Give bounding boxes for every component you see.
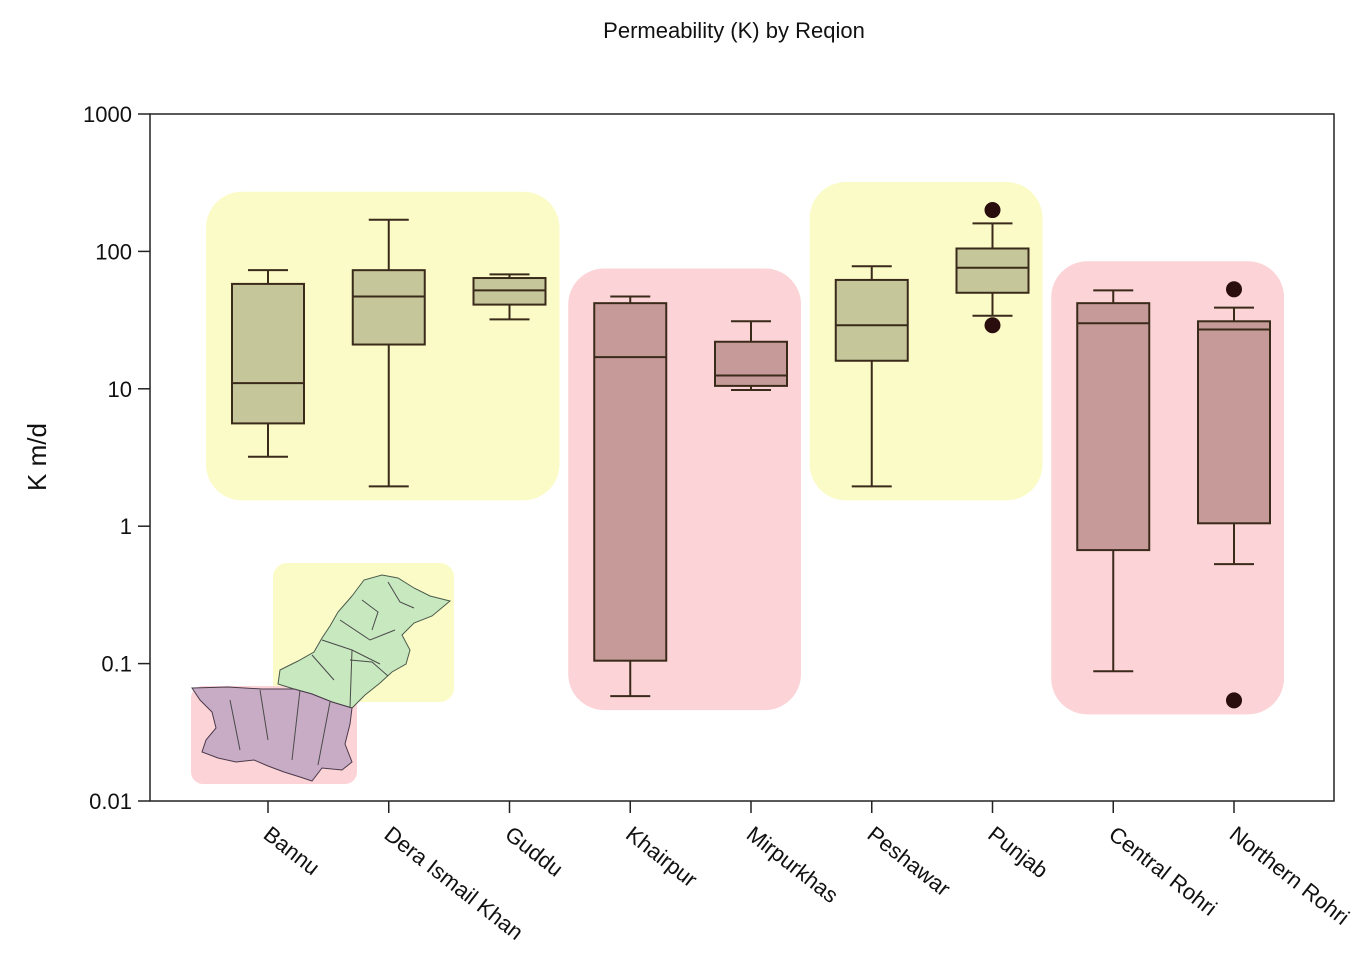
x-tick-label: Guddu xyxy=(500,821,567,881)
y-axis-label: K m/d xyxy=(22,423,52,491)
x-tick-label: Punjab xyxy=(983,821,1052,883)
iqr-box xyxy=(231,282,305,425)
outlier-point xyxy=(984,202,1001,219)
inset-map-district-lines xyxy=(229,581,415,766)
iqr-box xyxy=(351,269,426,346)
iqr-box xyxy=(834,278,909,362)
y-axis: 0.01 0.1 1 10 100 1000 xyxy=(83,102,150,814)
outlier-point xyxy=(1226,692,1242,709)
x-tick-label: Peshawar xyxy=(863,821,955,901)
x-tick-label: Bannu xyxy=(259,821,325,880)
box-peshawar xyxy=(834,265,909,488)
y-tick-label: 1000 xyxy=(83,102,132,127)
outlier-point xyxy=(1226,281,1242,298)
box-central-rohri xyxy=(1076,289,1151,673)
iqr-box xyxy=(1076,302,1151,552)
x-tick-label: Khairpur xyxy=(621,821,702,892)
chart-title: Permeability (K) by Reqion xyxy=(603,18,865,43)
box-northern-rohri xyxy=(1197,281,1271,709)
box-dera-ismail-khan xyxy=(351,218,426,488)
box-bannu xyxy=(231,269,305,458)
y-tick-label: 100 xyxy=(95,239,132,264)
y-tick-label: 0.01 xyxy=(89,789,132,814)
box-khairpur xyxy=(593,295,668,698)
box-plots xyxy=(231,202,1271,709)
y-tick-label: 0.1 xyxy=(101,652,132,677)
y-tick-label: 10 xyxy=(108,377,132,402)
inset-map xyxy=(191,563,454,784)
inset-map-north-region xyxy=(277,574,452,709)
outlier-point xyxy=(984,317,1001,334)
box-punjab xyxy=(955,202,1030,334)
iqr-box xyxy=(714,340,788,387)
box-mirpurkhas xyxy=(714,320,788,392)
x-tick-label: Central Rohri xyxy=(1104,821,1222,920)
iqr-box xyxy=(955,247,1030,294)
plot-frame xyxy=(149,113,1335,802)
iqr-box xyxy=(593,302,668,662)
plot-area-border xyxy=(149,113,1335,802)
box-guddu xyxy=(472,273,547,321)
x-tick-label: Northern Rohri xyxy=(1225,821,1354,930)
y-tick-label: 1 xyxy=(120,514,132,539)
x-tick-label: Mirpurkhas xyxy=(742,821,843,908)
iqr-box xyxy=(1197,320,1271,525)
